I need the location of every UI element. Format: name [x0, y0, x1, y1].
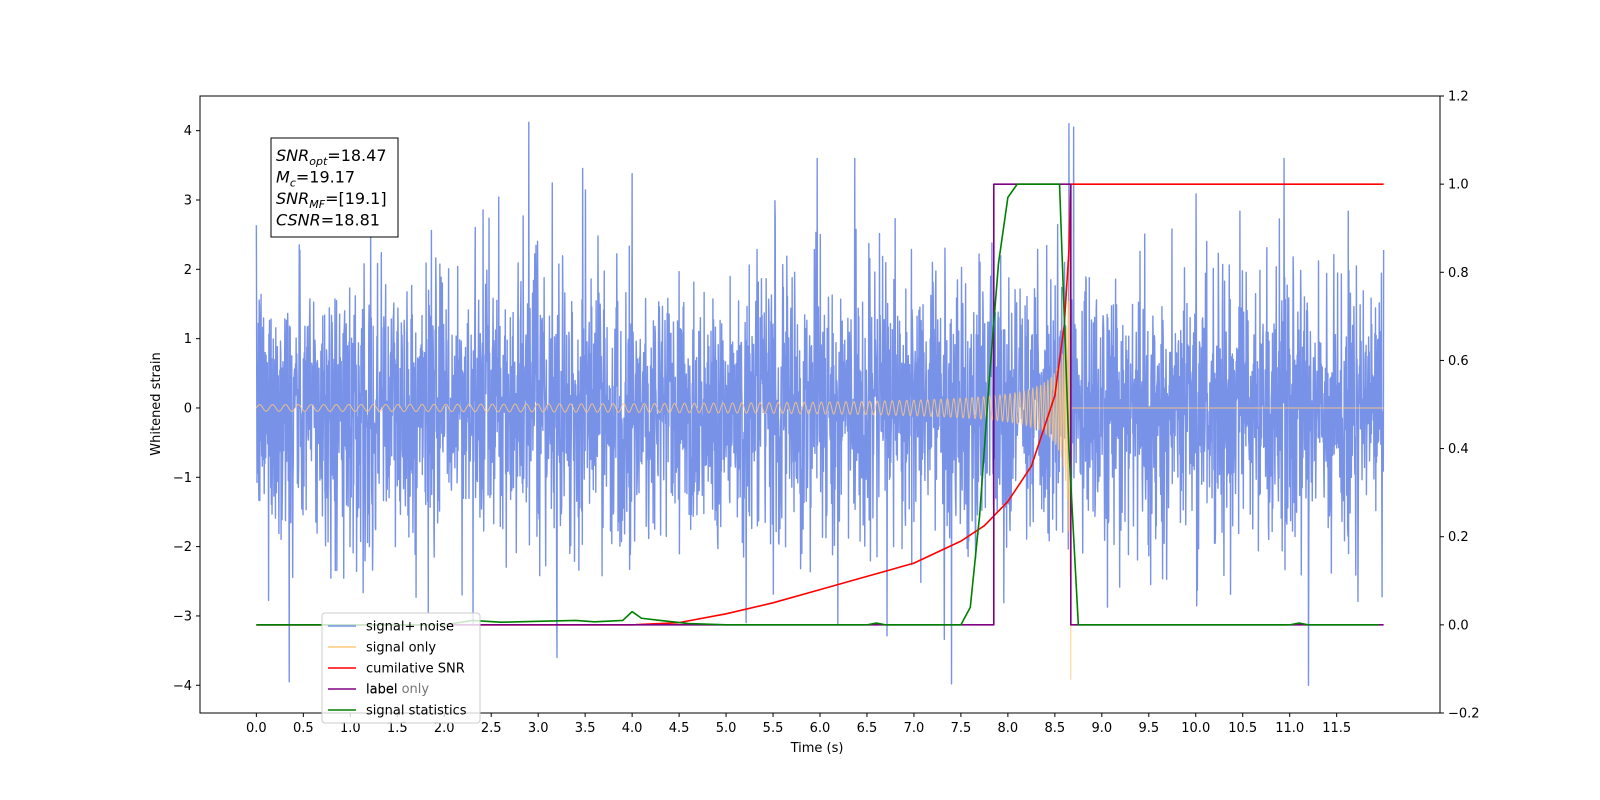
legend: label only signal+ noise signal only cumila… — [321, 612, 481, 724]
y2-tick-label: 0.6 — [1448, 354, 1469, 369]
y2-tick-label: −0.2 — [1448, 707, 1480, 722]
signal-statistics-line — [256, 183, 1379, 626]
legend-label: signal+ noise — [366, 620, 454, 635]
annotation-line: CSNR=18.81 — [276, 211, 380, 230]
y2-tick-label: 0.2 — [1448, 530, 1469, 545]
x-tick-label: 1.5 — [387, 721, 408, 736]
annotation-line: SNRMF=[19.1] — [276, 189, 387, 211]
annotation-subscript: c — [290, 177, 296, 190]
x-tick-label: 3.0 — [528, 721, 549, 736]
snr-annotation-box: SNRopt=18.47Mc=19.17SNRMF=[19.1]CSNR=18.… — [270, 137, 399, 238]
annotation-subscript: opt — [309, 155, 328, 168]
y2-tick-label: 0.4 — [1448, 442, 1469, 457]
x-tick-label: 8.0 — [998, 721, 1019, 736]
x-tick-label: 7.0 — [904, 721, 925, 736]
signal-noise-series — [255, 121, 1385, 686]
x-tick-label: 0.5 — [293, 721, 314, 736]
annotation-value: =[19.1] — [325, 189, 387, 208]
annotation-value: =18.47 — [327, 146, 386, 165]
signal-only-line — [255, 216, 1384, 680]
annotation-symbol: CSNR — [276, 211, 321, 230]
x-tick-label: 6.0 — [810, 721, 831, 736]
signal-only-series — [255, 216, 1384, 680]
x-axis-label: Time (s) — [790, 741, 844, 756]
x-tick-label: 3.5 — [575, 721, 596, 736]
y-tick-label: −2 — [173, 540, 192, 555]
annotation-symbol: SNR — [276, 189, 309, 208]
y2-tick-label: 0.0 — [1448, 618, 1469, 633]
x-tick-label: 2.0 — [434, 721, 455, 736]
signal-noise-line — [255, 121, 1385, 686]
x-tick-label: 8.5 — [1045, 721, 1066, 736]
y-axis-left: −4 −3 −2 −1 0 1 2 3 4 — [173, 124, 200, 694]
annotation-line: SNRopt=18.47 — [276, 146, 387, 168]
x-tick-label: 4.5 — [669, 721, 690, 736]
y-tick-label: −3 — [173, 609, 192, 624]
x-axis: 0.0 0.5 1.0 1.5 2.0 2.5 3.0 3.5 4.0 4.5 5.0 5.5 6.0 6… — [246, 713, 1351, 736]
x-tick-label: 5.5 — [763, 721, 784, 736]
annotation-symbol: SNR — [276, 146, 309, 165]
y2-tick-label: 1.2 — [1448, 90, 1469, 105]
x-tick-label: 11.0 — [1275, 721, 1304, 736]
annotation-line: Mc=19.17 — [276, 168, 355, 190]
x-tick-label: 11.5 — [1322, 721, 1351, 736]
y-tick-label: −1 — [173, 471, 192, 486]
x-tick-label: 2.5 — [481, 721, 502, 736]
y-tick-label: 0 — [184, 401, 192, 416]
cumilative-snr-line — [256, 183, 1384, 626]
legend-frame — [321, 612, 481, 724]
y-tick-label: 3 — [184, 193, 192, 208]
y2-tick-label: 1.0 — [1448, 178, 1469, 193]
y-axis-right: −0.2 0.0 0.2 0.4 0.6 0.8 1.0 1.2 — [1440, 90, 1480, 722]
annotation-value: =18.81 — [321, 211, 380, 230]
x-tick-label: 10.0 — [1181, 721, 1210, 736]
legend-ghost-text: label only — [366, 682, 429, 697]
annotation-subscript: MF — [309, 198, 325, 211]
x-tick-label: 10.5 — [1228, 721, 1257, 736]
x-tick-label: 0.0 — [246, 721, 267, 736]
y-axis-label: Whitened strain — [149, 352, 164, 455]
x-tick-label: 6.5 — [857, 721, 878, 736]
y-tick-label: 1 — [184, 332, 192, 347]
y-tick-label: −4 — [173, 679, 192, 694]
x-tick-label: 5.0 — [716, 721, 737, 736]
legend-label: label — [366, 683, 397, 698]
x-tick-label: 9.5 — [1138, 721, 1159, 736]
x-tick-label: 1.0 — [340, 721, 361, 736]
x-tick-label: 4.0 — [622, 721, 643, 736]
annotation-value: =19.17 — [296, 168, 355, 187]
legend-label: signal statistics — [366, 704, 467, 719]
plot-area — [255, 121, 1385, 686]
y-tick-label: 4 — [184, 124, 192, 139]
annotation-frame — [270, 137, 399, 238]
y-tick-label: 2 — [184, 263, 192, 278]
legend-label: signal only — [366, 641, 436, 656]
x-tick-label: 7.5 — [951, 721, 972, 736]
annotation-symbol: M — [276, 168, 290, 187]
legend-label: cumilative SNR — [366, 662, 465, 677]
y2-tick-label: 0.8 — [1448, 266, 1469, 281]
right-axis-series — [256, 183, 1384, 626]
x-tick-label: 9.0 — [1091, 721, 1112, 736]
